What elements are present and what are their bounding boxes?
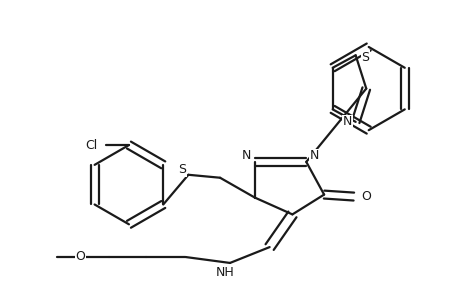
Text: N: N — [241, 149, 251, 162]
Text: N: N — [309, 149, 318, 162]
Text: Cl: Cl — [85, 139, 97, 152]
Text: S: S — [178, 163, 186, 176]
Text: O: O — [75, 250, 85, 262]
Text: N: N — [342, 116, 352, 128]
Text: O: O — [360, 190, 370, 203]
Text: S: S — [361, 51, 369, 64]
Text: NH: NH — [215, 266, 234, 279]
